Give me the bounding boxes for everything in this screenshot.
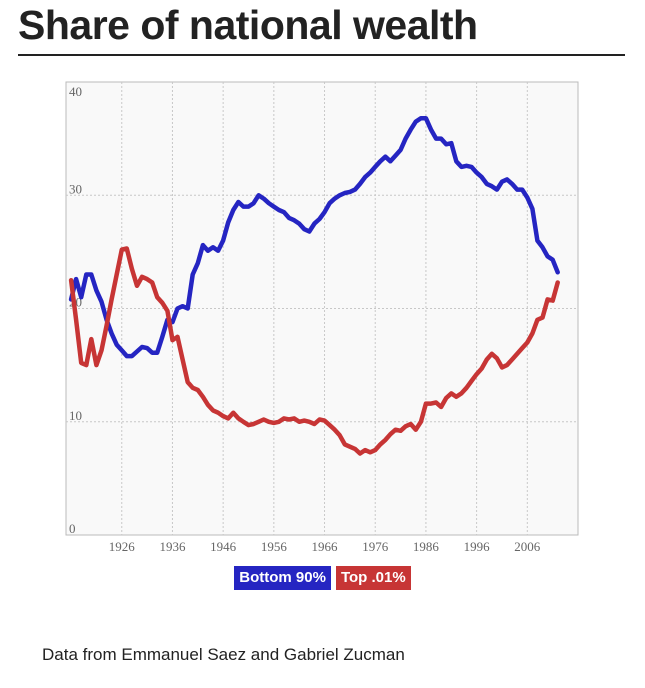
- axis-ticks: 1926 1936 1946 1956 1966 1976 1986 1996 20060102…: [69, 84, 541, 554]
- legend-item-bottom-90[interactable]: Bottom 90%: [234, 566, 331, 590]
- series-lines: [68, 115, 560, 456]
- x-tick-label: 1966: [312, 539, 339, 554]
- series-line-top-001: [68, 246, 560, 456]
- y-tick-label: 40: [69, 84, 82, 99]
- title-underline: [18, 54, 625, 56]
- x-tick-label: 1996: [464, 539, 491, 554]
- x-tick-label: 1986: [413, 539, 440, 554]
- series-line-bottom-90: [68, 115, 560, 359]
- x-tick-label: 1956: [261, 539, 288, 554]
- x-tick-label: 1936: [159, 539, 186, 554]
- source-note: Data from Emmanuel Saez and Gabriel Zucm…: [42, 645, 405, 664]
- x-tick-label: 1926: [109, 539, 136, 554]
- y-tick-label: 30: [69, 181, 82, 196]
- chart-title: Share of national wealth: [18, 2, 478, 48]
- y-tick-label: 10: [69, 408, 82, 423]
- x-tick-label: 1976: [362, 539, 389, 554]
- x-tick-label: 1946: [210, 539, 237, 554]
- legend-item-top-001[interactable]: Top .01%: [335, 566, 411, 590]
- legend: Bottom 90% Top .01%: [0, 566, 645, 590]
- x-tick-label: 2006: [514, 539, 541, 554]
- y-tick-label: 0: [69, 521, 76, 536]
